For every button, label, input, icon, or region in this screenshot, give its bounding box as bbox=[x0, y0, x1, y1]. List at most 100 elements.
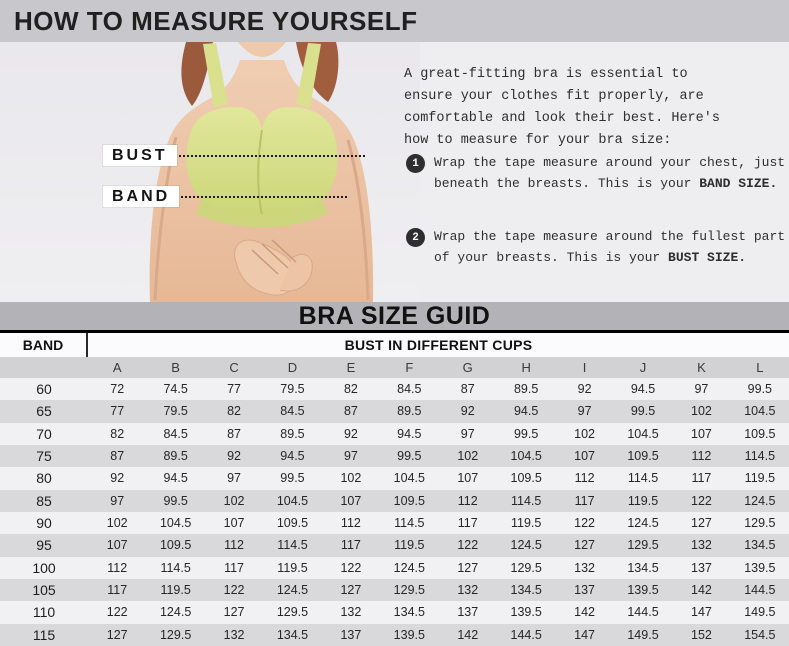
bust-cell: 107 bbox=[574, 449, 596, 464]
bust-cell: 97 bbox=[460, 426, 475, 441]
bust-cell: 104.5 bbox=[744, 404, 776, 419]
bust-cell: 72 bbox=[110, 382, 125, 397]
step-1-band-size-bold: BAND SIZE. bbox=[699, 176, 778, 191]
band-label: BAND bbox=[103, 186, 180, 207]
step-2-number-badge: 2 bbox=[406, 228, 425, 247]
bust-cell: 109.5 bbox=[159, 538, 192, 553]
bust-cell: 79.5 bbox=[163, 404, 188, 419]
bust-cell: 134.5 bbox=[744, 538, 776, 553]
bust-cell: 129.5 bbox=[159, 627, 192, 642]
bust-cell: 82 bbox=[110, 426, 125, 441]
bust-cell: 147 bbox=[691, 605, 712, 620]
size-guide-title: BRA SIZE GUID bbox=[298, 301, 491, 330]
bust-cell: 112 bbox=[340, 516, 361, 531]
bust-dotted-line bbox=[167, 155, 365, 157]
bust-cell: 147 bbox=[574, 627, 596, 642]
intro-paragraph: A great-fitting bra is essential to ensu… bbox=[404, 64, 720, 152]
cup-letters-spacer bbox=[0, 357, 88, 378]
bust-cell: 82 bbox=[227, 404, 241, 419]
bust-cell: 119.5 bbox=[394, 538, 425, 553]
bust-cell: 117 bbox=[691, 471, 712, 486]
hero-section: BUST BAND A great-fitting bra is essenti… bbox=[0, 42, 789, 302]
bust-cell: 107 bbox=[691, 426, 712, 441]
band-cell: 105 bbox=[32, 582, 56, 599]
bust-cell: 142 bbox=[691, 583, 712, 598]
step-2-text: Wrap the tape measure around the fullest… bbox=[434, 226, 785, 268]
table-row: 85 97 99.5 102 104.5 107 109.5 112 114.5 117 119.5… bbox=[0, 489, 789, 512]
bust-cell: 129.5 bbox=[510, 560, 542, 575]
step-1: 1 Wrap the tape measure around your ches… bbox=[404, 152, 785, 194]
step-1-line-2-plain: beneath the breasts. This is your bbox=[434, 176, 700, 191]
cup-letter: H bbox=[521, 360, 531, 375]
bust-cell: 77 bbox=[227, 382, 241, 397]
bust-cell: 142 bbox=[457, 627, 479, 642]
chin bbox=[238, 42, 286, 57]
bust-cell: 112 bbox=[574, 471, 595, 486]
bust-cell: 102 bbox=[223, 493, 245, 508]
bust-cell: 89.5 bbox=[163, 449, 188, 464]
bust-cell: 84.5 bbox=[397, 382, 422, 397]
cup-letters-row: A B C D E F G H I J K L bbox=[0, 357, 789, 378]
table-row: 110 122 124.5 127 129.5 132 134.5 137 139.5 142 14… bbox=[0, 601, 789, 624]
bust-label: BUST bbox=[103, 145, 177, 166]
hands bbox=[234, 239, 313, 296]
band-cell: 95 bbox=[36, 537, 52, 554]
bust-cell: 107 bbox=[106, 538, 128, 553]
cup-letter: I bbox=[582, 360, 587, 375]
bust-cell: 109.5 bbox=[627, 449, 659, 464]
bust-cell: 109.5 bbox=[276, 516, 309, 531]
bust-cell: 94.5 bbox=[163, 471, 188, 486]
bust-cell: 122 bbox=[340, 560, 362, 575]
intro-line: how to measure for your bra size: bbox=[404, 133, 672, 148]
step-1-line-2: beneath the breasts. This is your BAND S… bbox=[434, 173, 785, 194]
bust-cell: 109.5 bbox=[393, 493, 425, 508]
bust-cell: 139.5 bbox=[627, 583, 659, 598]
cup-letter: D bbox=[287, 360, 298, 375]
bust-cell: 124.5 bbox=[393, 560, 425, 575]
band-cell: 115 bbox=[32, 626, 56, 643]
band-cell: 70 bbox=[36, 425, 52, 442]
bust-cell: 112 bbox=[224, 538, 245, 553]
bust-cell: 114.5 bbox=[277, 538, 308, 553]
bust-cell: 129.5 bbox=[393, 583, 425, 598]
intro-line: ensure your clothes fit properly, are bbox=[404, 89, 704, 104]
table-row: 95 107 109.5 112 114.5 117 119.5 122 124.5 127 129… bbox=[0, 534, 789, 557]
bust-cell: 82 bbox=[343, 382, 358, 397]
bust-cell: 97 bbox=[227, 471, 241, 486]
bust-cell: 102 bbox=[574, 426, 596, 441]
bust-cell: 132 bbox=[691, 538, 712, 553]
bust-cell: 114.5 bbox=[627, 471, 659, 486]
bust-cell: 102 bbox=[457, 449, 479, 464]
table-row: 105 117 119.5 122 124.5 127 129.5 132 134.5 137 13… bbox=[0, 578, 789, 602]
table-row: 80 92 94.5 97 99.5 102 104.5 107 109.5 112 114.5 11… bbox=[0, 467, 789, 490]
bust-cell: 104.5 bbox=[159, 516, 192, 531]
bust-cell: 117 bbox=[224, 560, 245, 575]
bust-cell: 84.5 bbox=[280, 404, 305, 419]
table-row: 60 72 74.5 77 79.5 82 84.5 87 89.5 92 94.5 97 99.5 bbox=[0, 378, 789, 401]
bust-cell: 87 bbox=[227, 426, 241, 441]
bust-cell: 107 bbox=[223, 516, 245, 531]
bust-cell: 112 bbox=[107, 560, 128, 575]
bust-cell: 127 bbox=[106, 627, 128, 642]
bust-cell: 127 bbox=[574, 538, 596, 553]
bust-cell: 89.5 bbox=[397, 404, 422, 419]
bust-cell: 87 bbox=[110, 449, 125, 464]
band-cell: 110 bbox=[32, 604, 56, 621]
band-cell: 90 bbox=[36, 515, 52, 532]
bust-cell: 97 bbox=[110, 493, 125, 508]
bust-cell: 139.5 bbox=[744, 560, 776, 575]
bust-cell: 92 bbox=[460, 404, 475, 419]
intro-line: A great-fitting bra is essential to bbox=[404, 67, 688, 82]
bust-cell: 112 bbox=[457, 493, 478, 508]
bust-cell: 144.5 bbox=[744, 583, 776, 598]
bust-cell: 124.5 bbox=[510, 538, 542, 553]
band-cell: 80 bbox=[36, 470, 52, 487]
bust-cell: 114.5 bbox=[744, 449, 776, 464]
bust-cell: 137 bbox=[691, 560, 712, 575]
table-row: 70 82 84.5 87 89.5 92 94.5 97 99.5 102 104.5 107 109… bbox=[0, 422, 789, 445]
band-dotted-line bbox=[170, 196, 347, 198]
bust-cell: 119.5 bbox=[277, 560, 308, 575]
bust-cell: 124.5 bbox=[276, 583, 309, 598]
model-photo bbox=[0, 42, 420, 302]
table-body: 60 72 74.5 77 79.5 82 84.5 87 89.5 92 94.5 97 99.5 65… bbox=[0, 378, 789, 646]
